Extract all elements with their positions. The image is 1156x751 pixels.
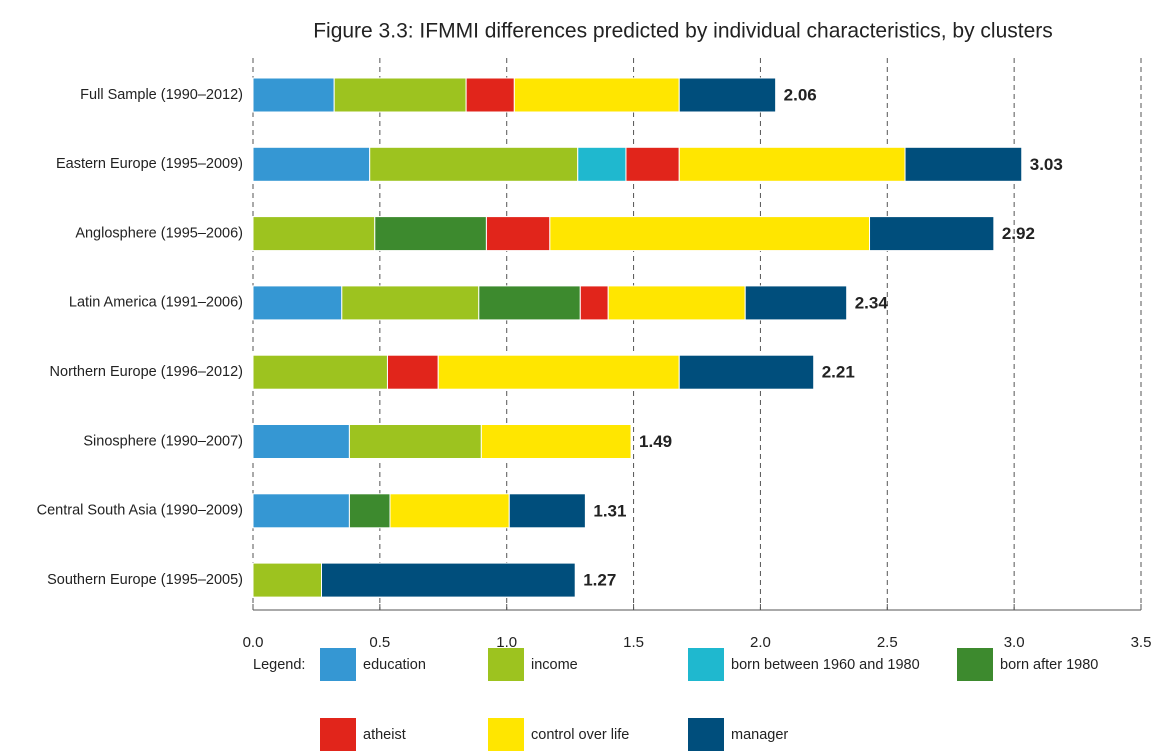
legend-swatch (688, 718, 724, 751)
x-tick-label: 1.5 (623, 634, 644, 651)
bar-segment (252, 493, 350, 529)
bar-segment (549, 216, 871, 252)
bar-segment (341, 285, 480, 321)
total-label: 2.21 (822, 363, 855, 382)
legend-swatch (320, 648, 356, 681)
bar-segment (252, 562, 323, 598)
legend-label: education (363, 657, 426, 673)
bar-segment (333, 77, 467, 113)
legend-label: atheist (363, 727, 406, 743)
bar-segment (744, 285, 848, 321)
bar-segment (252, 354, 388, 390)
category-label: Southern Europe (1995–2005) (47, 572, 243, 588)
x-tick-label: 3.5 (1131, 634, 1152, 651)
total-label: 2.92 (1002, 224, 1035, 243)
bar-segment (678, 146, 906, 182)
bar-segment (252, 424, 350, 459)
total-label: 2.06 (784, 85, 817, 104)
total-label: 1.31 (593, 501, 626, 520)
x-tick-label: 0.5 (369, 634, 390, 651)
category-label: Anglosphere (1995–2006) (75, 225, 243, 241)
legend-swatch (688, 648, 724, 681)
category-label: Full Sample (1990–2012) (80, 87, 243, 103)
bar-segment (252, 285, 343, 321)
bar-segment (386, 354, 439, 390)
bar-segment (577, 146, 627, 182)
legend-label: income (531, 657, 578, 673)
legend-title: Legend: (253, 657, 305, 673)
bar-segment (252, 146, 371, 182)
bar-segment (579, 285, 609, 321)
legend-swatch (488, 718, 524, 751)
legend-label: control over life (531, 727, 629, 743)
category-label: Latin America (1991–2006) (69, 295, 243, 311)
bar-segment (869, 216, 995, 252)
bar-segment (904, 146, 1023, 182)
bar-segment (437, 354, 680, 390)
bar-segment (513, 77, 680, 113)
category-label: Eastern Europe (1995–2009) (56, 156, 243, 172)
bar-segment (348, 424, 482, 459)
total-label: 1.27 (583, 571, 616, 590)
bar-segment (252, 77, 335, 113)
legend-swatch (488, 648, 524, 681)
bar-segment (678, 354, 815, 390)
x-tick-label: 2.0 (750, 634, 771, 651)
bar-segment (678, 77, 777, 113)
bar-segment (625, 146, 680, 182)
legend-label: born after 1980 (1000, 657, 1098, 673)
bar-segment (607, 285, 746, 321)
bar-segment (480, 424, 632, 459)
legend-label: born between 1960 and 1980 (731, 657, 920, 673)
bar-segment (478, 285, 581, 321)
total-label: 2.34 (855, 293, 889, 312)
bar-segment (465, 77, 515, 113)
legend-label: manager (731, 727, 788, 743)
bar-segment (485, 216, 551, 252)
chart-title: Figure 3.3: IFMMI differences predicted … (313, 20, 1053, 43)
x-tick-label: 3.0 (1004, 634, 1025, 651)
bar-segment (252, 216, 376, 252)
bar-segment (369, 146, 579, 182)
total-label: 3.03 (1030, 155, 1063, 174)
category-label: Northern Europe (1996–2012) (50, 364, 243, 380)
bar-segment (508, 493, 586, 529)
legend-swatch (320, 718, 356, 751)
bar-segment (348, 493, 391, 529)
bar-segment (321, 562, 576, 598)
bar-segment (374, 216, 487, 252)
category-label: Central South Asia (1990–2009) (37, 503, 243, 519)
total-label: 1.49 (639, 432, 672, 451)
category-label: Sinosphere (1990–2007) (83, 433, 243, 449)
x-tick-label: 0.0 (243, 634, 264, 651)
legend-swatch (957, 648, 993, 681)
x-tick-label: 1.0 (496, 634, 517, 651)
x-tick-label: 2.5 (877, 634, 898, 651)
bar-segment (389, 493, 510, 529)
